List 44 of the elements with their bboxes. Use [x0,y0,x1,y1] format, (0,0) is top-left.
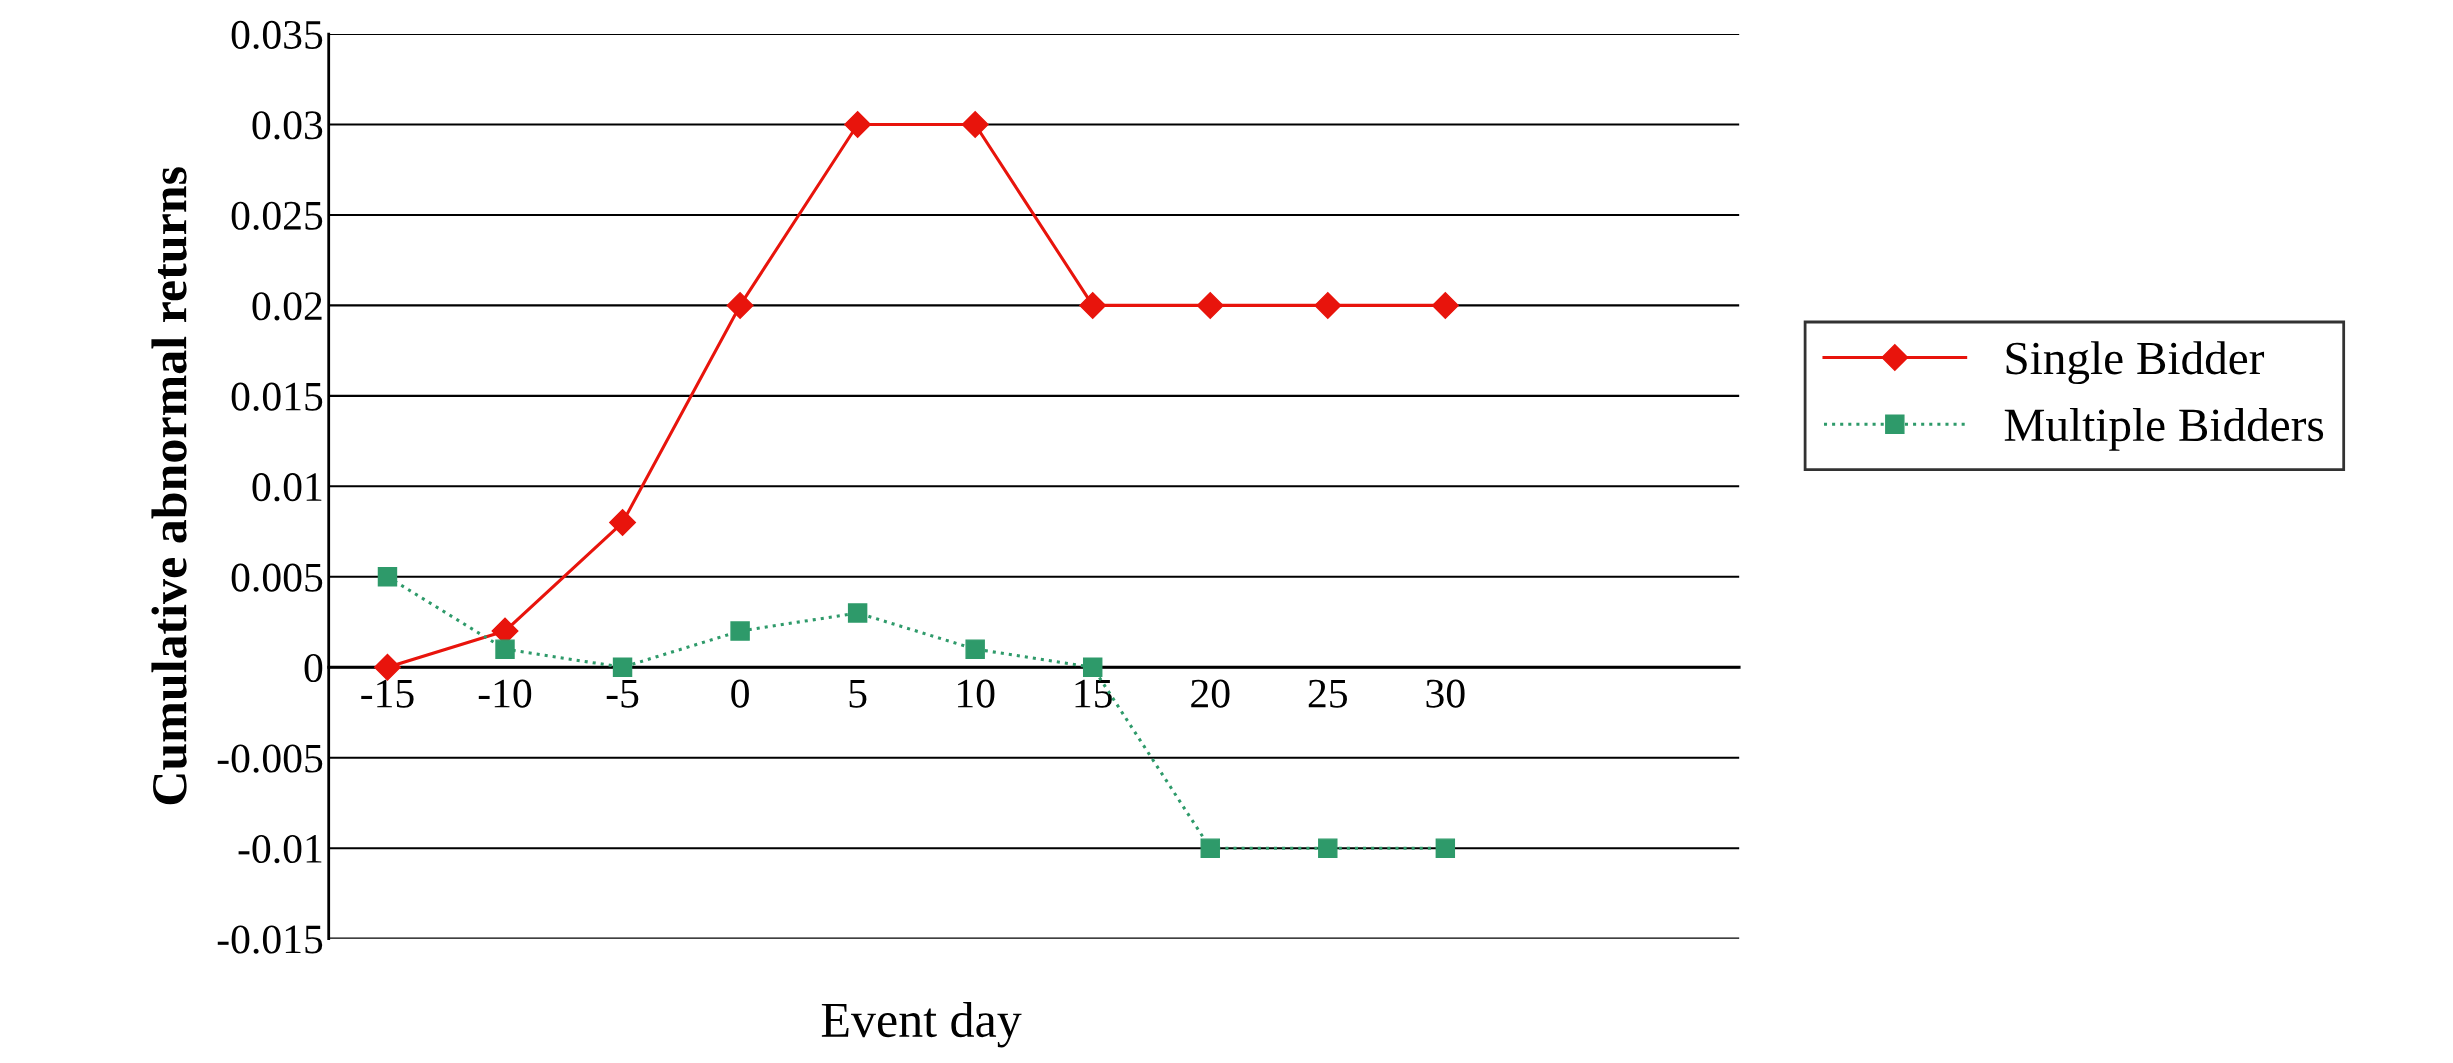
point [1318,838,1338,858]
point [1431,291,1459,319]
point [844,111,872,138]
x-axis-title: Event day [821,1001,1022,1048]
y-tick-label: -0.01 [238,834,322,864]
legend-label: Multiple Bidders [2004,408,2324,451]
point [726,291,754,319]
x-tick-label: 30 [1426,679,1465,708]
y-tick-label: -0.015 [217,925,323,954]
x-tick-label: 15 [1075,679,1112,708]
point [612,657,633,677]
x-tick-label: 10 [958,679,995,708]
y-tick-label: 0.035 [231,20,323,50]
y-tick-label: 0.015 [231,382,323,411]
x-tick-label: -10 [478,679,532,708]
point [847,603,868,623]
y-tick-label: 0.03 [252,111,323,140]
y-tick-label: -0.005 [217,744,323,773]
point [1082,657,1103,677]
y-tick-label: 0.005 [231,563,323,592]
y-axis-title: Cumulative abnormal returns [151,167,187,805]
point [1200,838,1220,858]
x-tick-label: 25 [1308,679,1347,708]
point [1314,291,1342,319]
point [1435,838,1456,858]
point [965,639,985,659]
x-tick-label: -15 [361,679,414,708]
y-tick-label: 0.01 [252,473,322,502]
legend-label: Single Bidder [2006,341,2265,385]
x-tick-label: 20 [1191,679,1230,708]
point [961,111,989,138]
point [1079,291,1107,319]
point [609,509,637,536]
point [1196,291,1224,319]
x-tick-label: 0 [731,679,749,708]
x-tick-label: -5 [606,679,639,708]
y-tick-label: 0.02 [252,292,322,321]
point [495,639,515,659]
point [374,653,401,681]
y-tick-label: 0 [304,653,323,683]
point [730,621,750,641]
y-tick-label: 0.025 [231,201,323,230]
point [377,567,398,587]
x-tick-label: 5 [849,679,867,708]
